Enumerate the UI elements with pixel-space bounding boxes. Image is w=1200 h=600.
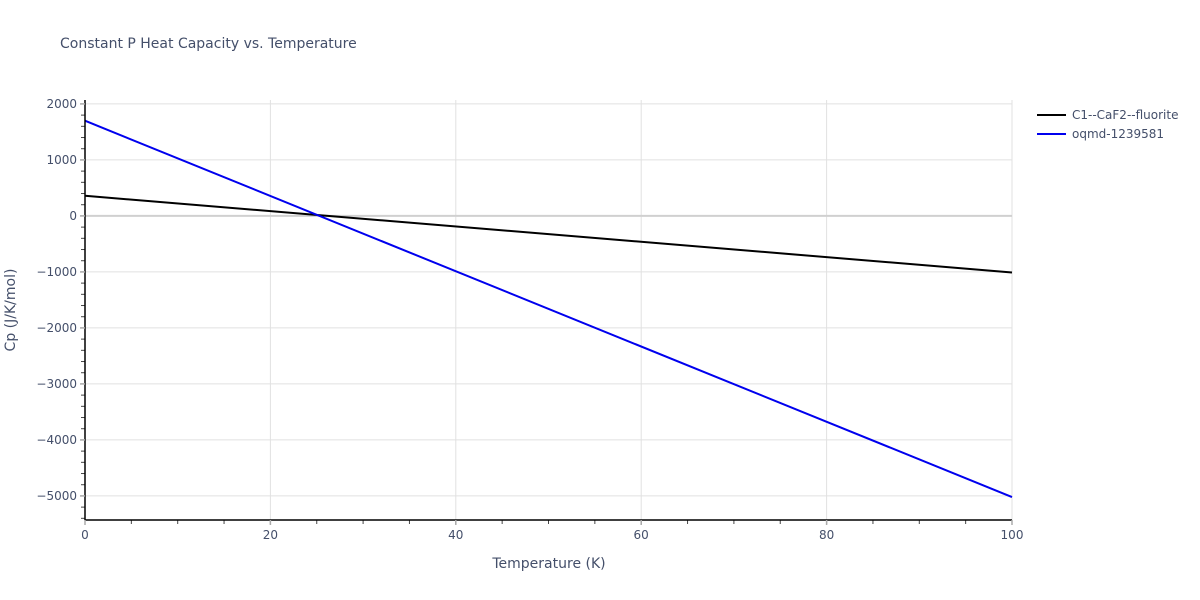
series-line	[84, 119, 1013, 498]
y-tick-label: −3000	[36, 377, 77, 391]
x-tick-label: 0	[81, 528, 89, 542]
x-tick-label: 80	[819, 528, 834, 542]
y-tick-label: 2000	[46, 97, 77, 111]
y-axis-title: Cp (J/K/mol)	[3, 269, 19, 352]
chart-title: Constant P Heat Capacity vs. Temperature	[60, 36, 357, 52]
minor-ticks	[81, 103, 1013, 524]
tick-labels: 0 20 40 60 80 100 −5000 −4000 −3000 −2000 −1000 0 10…	[36, 97, 1023, 542]
x-axis-title: Temperature (K)	[491, 556, 605, 572]
plot-series	[84, 119, 1013, 498]
y-tick-label: −2000	[36, 321, 77, 335]
series-line	[84, 194, 1013, 274]
x-tick-label: 100	[1001, 528, 1024, 542]
legend-label: C1--CaF2--fluorite	[1072, 108, 1178, 122]
x-tick-label: 40	[448, 528, 463, 542]
y-tick-label: −1000	[36, 265, 77, 279]
y-tick-label: 1000	[46, 153, 77, 167]
axes	[80, 100, 1013, 525]
grid-lines	[85, 100, 1013, 520]
legend-label: oqmd-1239581	[1072, 127, 1164, 141]
y-tick-label: 0	[69, 209, 77, 223]
legend: C1--CaF2--fluorite oqmd-1239581	[1037, 108, 1178, 141]
y-tick-label: −5000	[36, 489, 77, 503]
y-tick-label: −4000	[36, 433, 77, 447]
x-tick-label: 20	[263, 528, 278, 542]
x-tick-label: 60	[634, 528, 649, 542]
